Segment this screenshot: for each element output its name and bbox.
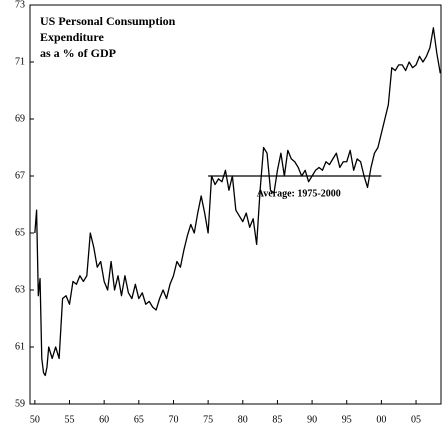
x-tick-label: 60 — [99, 414, 109, 425]
y-tick-label: 73 — [15, 0, 25, 10]
x-tick-label: 50 — [30, 414, 40, 425]
x-tick-label: 75 — [203, 414, 213, 425]
average-annotation: Average: 1975-2000 — [257, 188, 341, 199]
chart-title: as a % of GDP — [40, 46, 116, 60]
x-tick-label: 00 — [376, 414, 386, 425]
x-tick-label: 80 — [238, 414, 248, 425]
y-tick-label: 59 — [15, 398, 25, 409]
chart-title: US Personal Consumption — [40, 14, 176, 28]
y-tick-label: 61 — [15, 341, 25, 352]
chart-title: Expenditure — [40, 30, 104, 44]
y-tick-label: 65 — [15, 227, 25, 238]
y-tick-label: 63 — [15, 284, 25, 295]
y-tick-label: 69 — [15, 113, 25, 124]
x-tick-label: 05 — [411, 414, 421, 425]
y-tick-label: 71 — [15, 56, 25, 67]
x-tick-label: 85 — [272, 414, 282, 425]
y-tick-label: 67 — [15, 170, 25, 181]
x-tick-label: 90 — [307, 414, 317, 425]
data-line — [34, 27, 441, 377]
x-tick-label: 55 — [65, 414, 75, 425]
x-tick-label: 65 — [134, 414, 144, 425]
plot-frame — [29, 4, 442, 405]
x-tick-label: 70 — [168, 414, 178, 425]
x-tick-label: 95 — [342, 414, 352, 425]
